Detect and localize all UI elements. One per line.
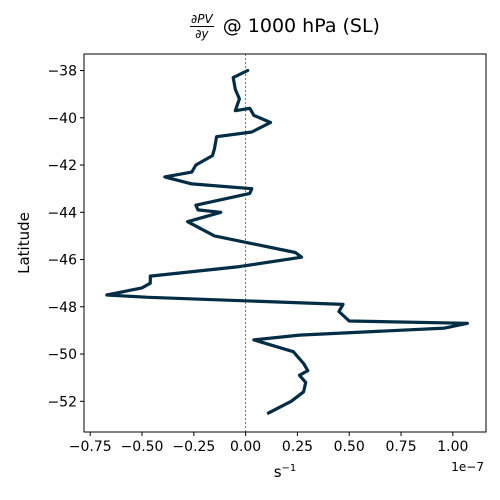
x-tick-label: 0.75: [385, 439, 416, 455]
x-tick-label: −0.50: [121, 439, 164, 455]
x-tick-label: 0.00: [230, 439, 261, 455]
x-tick-label: 1.00: [437, 439, 468, 455]
y-tick-label: −50: [47, 347, 77, 363]
y-tick-label: −38: [47, 64, 77, 80]
y-tick-label: −44: [47, 205, 77, 221]
title-suffix: @ 1000 hPa (SL): [223, 15, 380, 37]
x-tick-label: −0.25: [172, 439, 215, 455]
series-line: [107, 71, 468, 414]
title-numerator: ∂PV: [190, 12, 214, 27]
x-tick-label: 0.50: [334, 439, 365, 455]
y-axis-label: Latitude: [15, 212, 33, 274]
chart-title: ∂PV ∂y @ 1000 hPa (SL): [84, 12, 486, 41]
x-axis: −0.75 −0.50 −0.25 0.00 0.25 0.50 0.75 1.00: [69, 432, 469, 455]
y-tick-label: −40: [47, 111, 77, 127]
y-tick-label: −52: [47, 394, 77, 410]
title-fraction: ∂PV ∂y: [190, 12, 214, 41]
x-axis-offset-text: 1e−7: [451, 460, 484, 474]
title-denominator: ∂y: [195, 27, 208, 41]
x-axis-label-base: s: [274, 463, 282, 481]
series-layer: [107, 71, 468, 414]
y-tick-label: −46: [47, 253, 77, 269]
y-tick-label: −48: [47, 300, 77, 316]
plot-frame: [84, 54, 486, 432]
x-tick-label: −0.75: [69, 439, 112, 455]
y-axis: −38 −40 −42 −44 −46 −48 −50 −52: [47, 64, 84, 411]
y-tick-label: −42: [47, 158, 77, 174]
x-tick-label: 0.25: [282, 439, 313, 455]
x-axis-label-exponent: −1: [282, 463, 297, 474]
x-axis-label: s−1: [274, 463, 297, 481]
